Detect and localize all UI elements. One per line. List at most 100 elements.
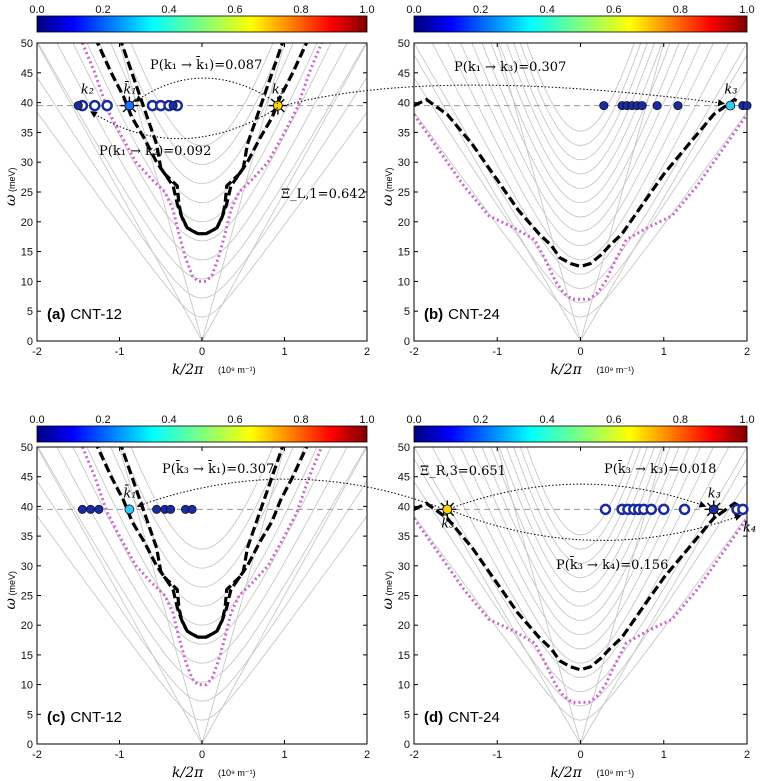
dispersion-branch	[498, 447, 663, 593]
dispersion-branch	[120, 43, 284, 166]
dispersion-branch	[506, 447, 655, 579]
black-envelope-mirror	[95, 43, 285, 236]
x-axis-unit: (10⁹ m⁻¹)	[597, 365, 635, 375]
dispersion-branch	[72, 43, 332, 242]
black-envelope	[414, 501, 747, 672]
filled-marker	[86, 504, 96, 514]
filled-marker	[166, 504, 176, 514]
y-tick-label: 15	[398, 247, 410, 259]
x-tick-label: 2	[364, 749, 370, 761]
x-tick-label: 2	[364, 346, 370, 358]
colorbar: 0.0 0.2 0.4 0.6 0.8 1.0	[29, 4, 375, 33]
x-tick-label: -1	[492, 346, 502, 358]
y-axis-label: ω	[3, 194, 19, 206]
dispersion-branches	[37, 43, 367, 341]
x-tick-label: -2	[409, 749, 419, 761]
dispersion-branches	[414, 447, 747, 744]
incident-label: k₁	[272, 83, 285, 98]
reflected-label: k₄	[743, 520, 756, 535]
panel-letter: (a)	[47, 306, 65, 323]
x-axis-label: k/2π	[551, 362, 583, 378]
plot-area	[37, 447, 367, 744]
filled-marker	[77, 504, 87, 514]
y-axis-unit: (meV)	[7, 571, 17, 596]
annotation-reflection: P(k̄₃ → k₄)=0.156	[556, 556, 668, 573]
dispersion-branch	[86, 447, 318, 626]
dispersion-branch	[481, 447, 680, 621]
dispersion-branch	[471, 43, 690, 232]
colorbar-tick-label: 0.4	[540, 4, 555, 16]
plot-area	[414, 447, 747, 744]
colorbar-gradient	[413, 15, 748, 33]
x-axis-unit: (10⁹ m⁻¹)	[218, 768, 256, 778]
y-axis-label-group: ω (meV)	[3, 167, 19, 206]
filled-marker	[94, 504, 104, 514]
y-tick-label: 30	[398, 561, 410, 573]
colorbar-tick-label: 1.0	[359, 4, 374, 16]
dispersion-branch	[471, 447, 690, 636]
x-tick-label: 2	[744, 346, 750, 358]
y-axis-unit: (meV)	[384, 167, 394, 192]
dispersion-branch	[98, 447, 306, 607]
y-tick-label: 15	[21, 247, 33, 259]
acoustic-branch	[580, 54, 747, 341]
annotation-xi: Ξ_R,3=0.651	[420, 464, 506, 479]
y-tick-label: 30	[21, 157, 33, 169]
y-tick-label: 45	[398, 68, 410, 80]
dispersion-branch	[460, 447, 701, 650]
transmitted-label: k̄₁	[123, 81, 136, 98]
y-tick-label: 45	[398, 472, 410, 484]
dispersion-branch	[512, 447, 649, 564]
y-tick-label: 10	[21, 276, 33, 288]
y-tick-label: 50	[398, 442, 410, 454]
y-axis-label-group: ω (meV)	[380, 167, 396, 206]
dispersion-branch	[431, 43, 730, 275]
acoustic-branch	[580, 43, 665, 341]
panel-letter: (b)	[424, 306, 443, 323]
acoustic-branch	[580, 458, 747, 744]
y-tick-label: 25	[21, 187, 33, 199]
panel-label: (d) CNT-24	[424, 709, 500, 726]
dispersion-branch	[37, 43, 367, 280]
acoustic-branch	[580, 447, 665, 744]
dispersion-branch	[526, 43, 635, 132]
dispersion-branch	[86, 43, 318, 223]
x-tick-label: 0	[577, 346, 583, 358]
black-envelope	[414, 97, 747, 269]
dispersion-branch	[414, 77, 747, 304]
panel-label: (c) CNT-12	[47, 709, 122, 726]
x-tick-label: -1	[492, 749, 502, 761]
incident-marker	[438, 500, 457, 519]
dispersion-branch	[481, 43, 680, 218]
special-label: k̄₁	[123, 485, 136, 502]
colorbar: 0.0 0.2 0.4 0.6 0.8 1.0	[406, 4, 755, 33]
dispersion-branch	[447, 43, 714, 261]
acoustic-branch	[414, 458, 581, 744]
dispersion-branch	[498, 43, 663, 189]
colorbar-tick-label: 0.6	[227, 4, 242, 16]
y-tick-label: 10	[398, 680, 410, 692]
plot-frame	[36, 446, 368, 745]
y-tick-label: 50	[398, 38, 410, 50]
acoustic-branch	[496, 447, 581, 744]
x-tick-label: 1	[661, 346, 667, 358]
y-axis-label-group: ω (meV)	[3, 571, 19, 610]
y-tick-label: 40	[398, 501, 410, 513]
annotation-transmission: P(k̄₃ → k₃)=0.018	[604, 460, 716, 477]
dispersion-branch	[512, 43, 649, 161]
incident-marker	[268, 96, 287, 115]
y-tick-label: 40	[398, 98, 410, 110]
dispersion-branch	[110, 447, 294, 588]
x-tick-label: 0	[577, 749, 583, 761]
y-tick-label: 5	[404, 306, 410, 318]
x-tick-label: -2	[409, 346, 419, 358]
x-tick-label: 1	[661, 749, 667, 761]
annotation-transmission: P(k̄₃ → k̄₁)=0.307	[162, 460, 274, 477]
x-tick-label: -1	[115, 749, 125, 761]
dispersion-branch	[519, 447, 642, 550]
dispersion-branch	[120, 447, 284, 569]
colorbar-tick-label: 0.8	[673, 414, 688, 426]
